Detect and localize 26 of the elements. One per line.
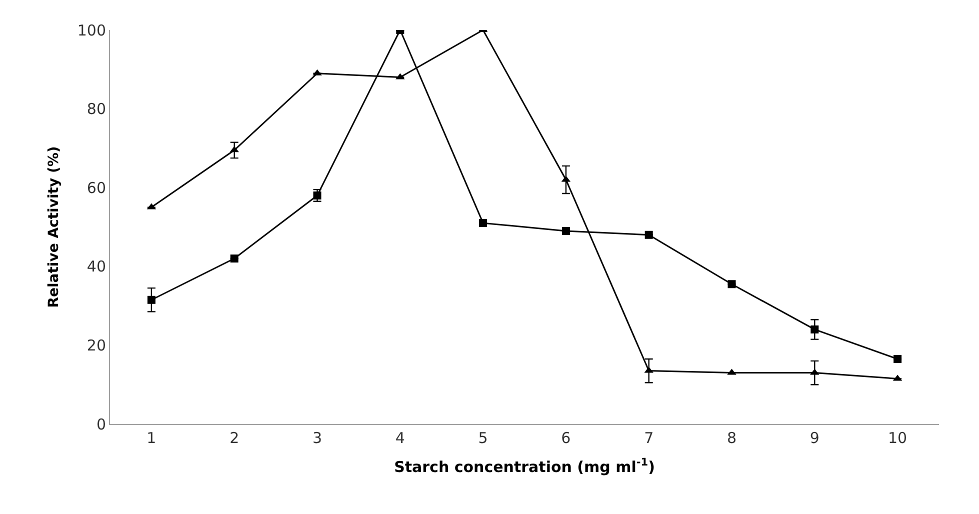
- y-tick-label: 80: [86, 100, 106, 118]
- x-axis-title: Starch concentration (mg ml$^{-1}$): [394, 456, 655, 476]
- y-tick-label: 40: [86, 258, 106, 276]
- y-tick-label: 0: [96, 415, 106, 434]
- point: [562, 226, 570, 235]
- x-tick-label: 2: [230, 429, 240, 447]
- x-tick-label: 3: [312, 429, 322, 447]
- y-tick-label: 20: [86, 336, 106, 354]
- x-tick-label: 9: [810, 429, 820, 447]
- y-tick-label: 100: [77, 21, 106, 40]
- point: [894, 354, 902, 363]
- point: [230, 254, 238, 263]
- x-tick-label: 4: [395, 429, 405, 447]
- x-tick-label: 10: [888, 429, 908, 447]
- point: [810, 325, 819, 334]
- x-tick-label: 1: [146, 429, 156, 447]
- point: [644, 230, 653, 239]
- x-tick-label: 7: [644, 429, 654, 447]
- point: [479, 219, 488, 228]
- y-axis-title: Relative Activity (%): [46, 146, 62, 308]
- x-tick-label: 8: [726, 429, 737, 447]
- x-tick-label: 5: [478, 429, 488, 447]
- point: [147, 296, 156, 304]
- y-tick-label: 60: [86, 178, 106, 197]
- x-tick-label: 6: [561, 429, 571, 447]
- point: [728, 280, 736, 288]
